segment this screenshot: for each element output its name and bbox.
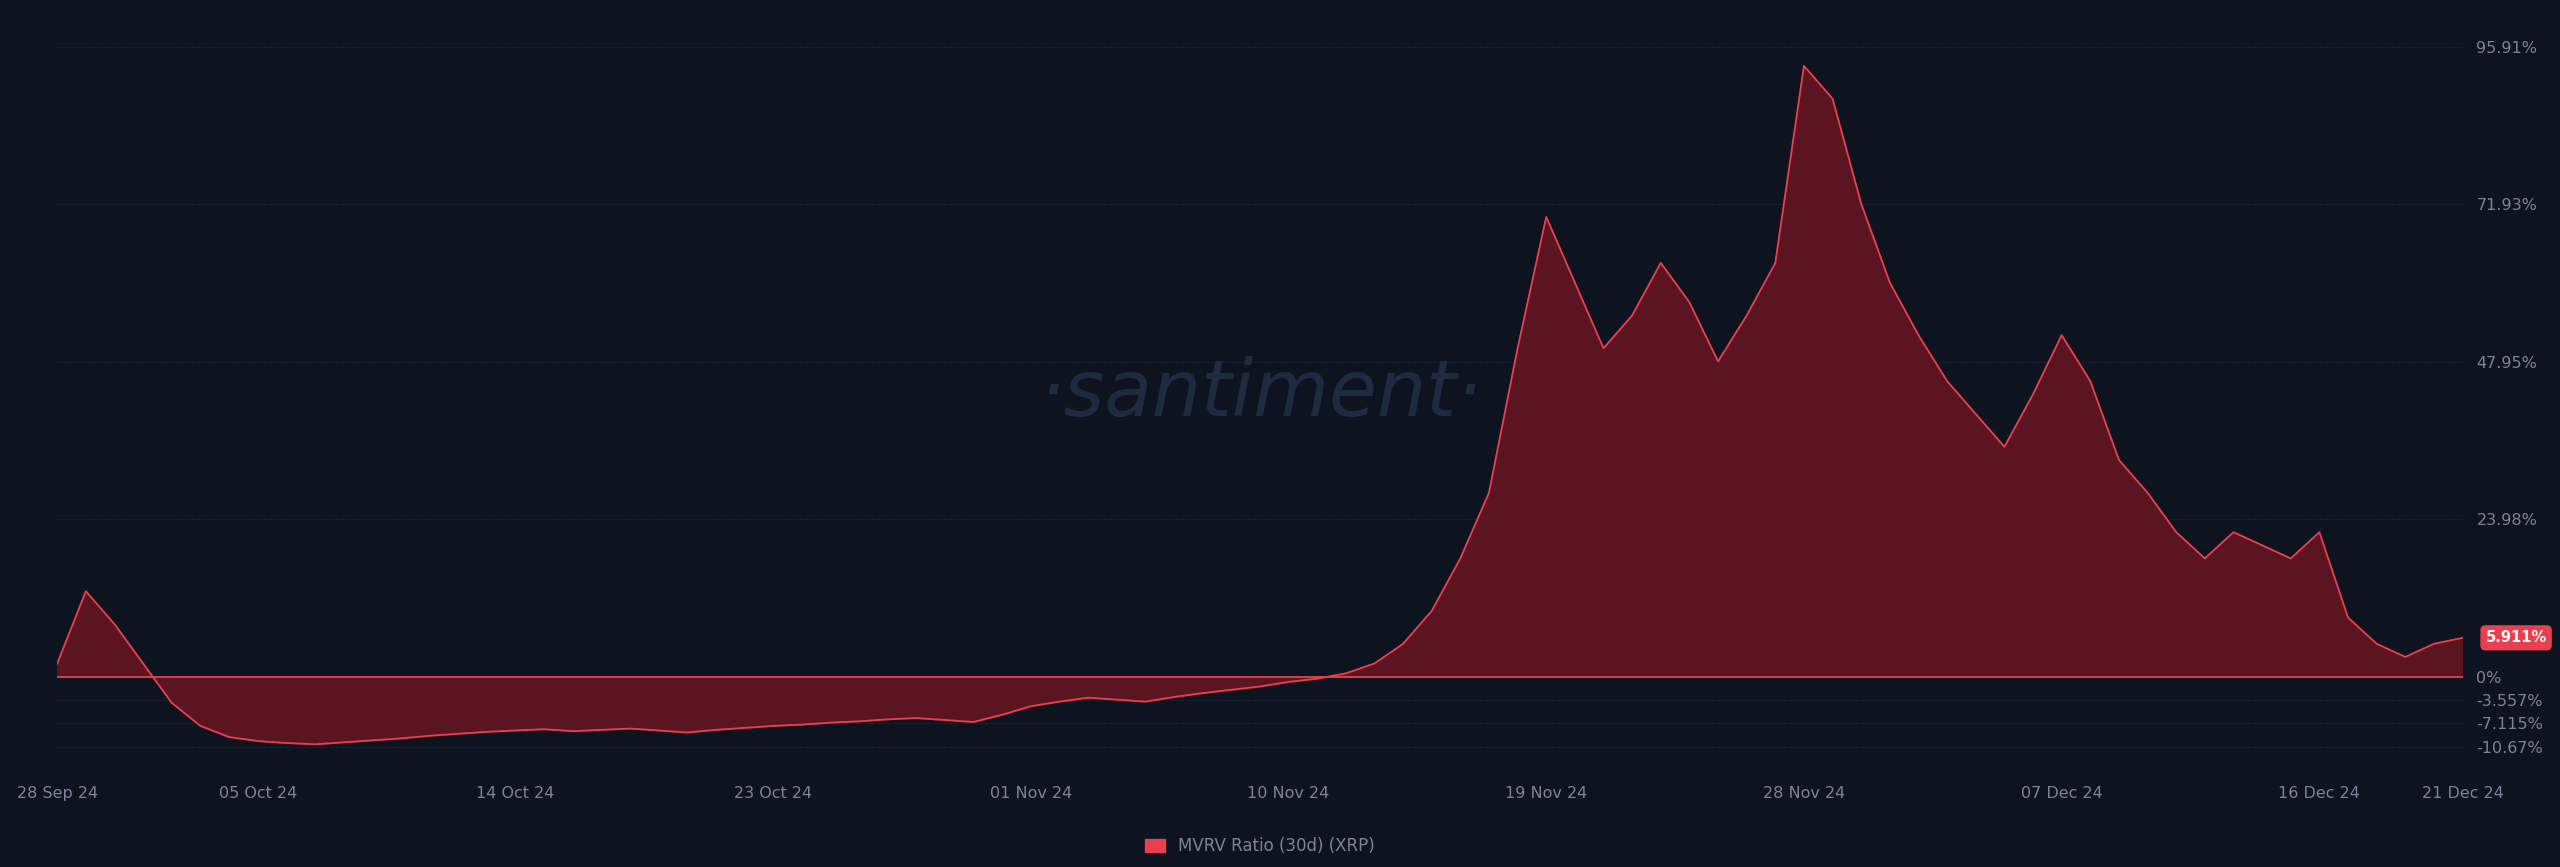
Text: 5.911%: 5.911% <box>2486 630 2547 645</box>
Legend: MVRV Ratio (30d) (XRP): MVRV Ratio (30d) (XRP) <box>1139 831 1382 862</box>
Text: ·santiment·: ·santiment· <box>1039 356 1482 433</box>
